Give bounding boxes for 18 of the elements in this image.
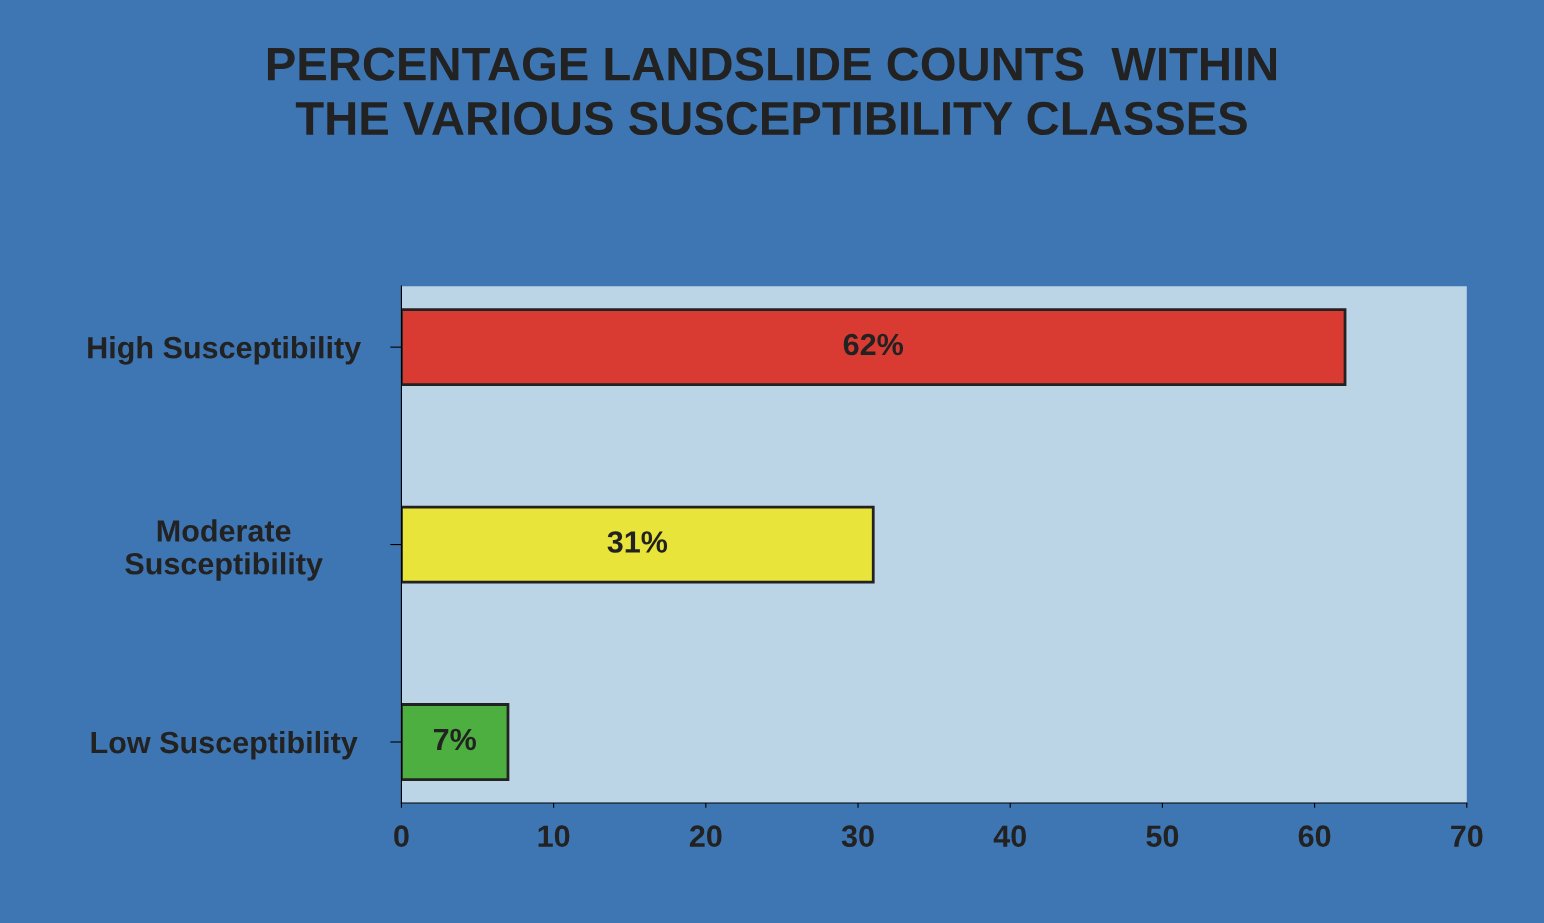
chart-title: PERCENTAGE LANDSLIDE COUNTS WITHIN THE VARIOUS SUSCEPTIBILITY CLASSES — [267, 47, 1277, 136]
y-tick-label: Low Susceptibility — [91, 730, 358, 760]
x-tick-label: 60 — [1298, 825, 1331, 847]
data-label: 7% — [433, 728, 476, 751]
x-tick-label: 40 — [993, 825, 1026, 847]
y-tick-label: Moderate Susceptibility — [125, 519, 323, 581]
x-tick-label: 10 — [538, 825, 570, 847]
x-tick-label: 70 — [1451, 825, 1483, 847]
data-label: 31% — [607, 531, 668, 553]
data-label: 62% — [843, 333, 904, 356]
bar — [401, 308, 1347, 387]
bar — [401, 505, 875, 584]
y-tick-label: High Susceptibility — [88, 336, 362, 365]
x-tick-label: 50 — [1146, 825, 1179, 847]
x-tick-label: 0 — [394, 825, 409, 847]
x-tick-label: 20 — [689, 825, 722, 847]
bar — [401, 703, 510, 781]
x-tick-label: 30 — [841, 825, 874, 848]
